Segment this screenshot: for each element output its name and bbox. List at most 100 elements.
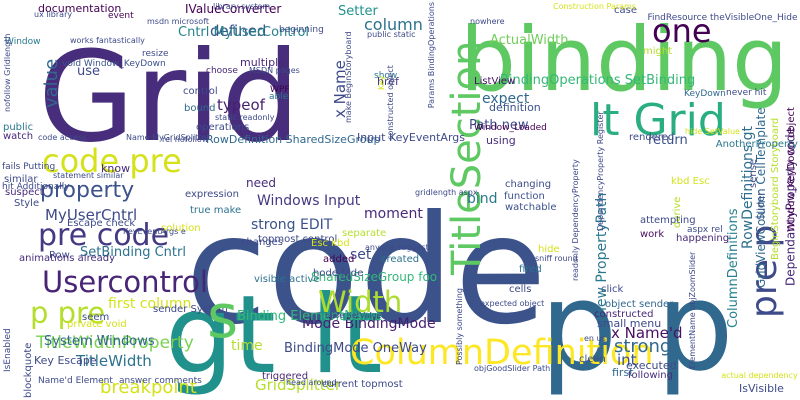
cloud-word-hide: hide [538,244,560,255]
cloud-word-gridsplitter: GridSplitter [255,376,342,394]
cloud-word-solution: solution [161,223,201,234]
cloud-word-void-window-keydown: void Window_KeyDown [62,59,166,69]
cloud-word-might: might [643,46,672,57]
cloud-word-msdn-pages: MSDN pages [249,66,300,75]
cloud-word-changes: changes [241,237,283,248]
cloud-word-separate: separate [342,228,386,239]
cloud-word-case: case [614,5,637,16]
cloud-word-topmost-control: topmost control [258,234,337,245]
cloud-word-using: using [486,134,516,147]
cloud-word-gridviewcolumn-celltemplate: GridViewColumn CellTemplate [754,107,768,288]
cloud-word-gt-lt: gt lt [165,273,383,398]
cloud-word-ux-library: ux library [34,10,72,19]
cloud-word-pre-code: pre code [38,218,169,253]
cloud-word-actualwidth: ActualWidth [490,33,569,48]
cloud-word-setbinding-cntrl: SetBinding Cntrl [80,245,186,260]
cloud-word-visible-active: visible active [254,274,320,285]
cloud-word-mode-bindingmode: Mode BindingMode [302,316,436,332]
cloud-word-code: code [185,184,547,358]
cloud-word-operations: operations [196,122,249,133]
cloud-word-sense: sense [748,159,759,188]
cloud-word-animations-already: animations already [19,253,115,264]
cloud-word-able: able [269,92,289,102]
cloud-word-bound: bound [184,103,216,114]
cloud-word-isenabled: IsEnabled [3,328,13,372]
cloud-word-defined: defined [210,22,266,40]
cloud-word-expression: expression [185,189,239,200]
cloud-word-rel-nofollow: rel nofollow [162,135,209,144]
cloud-word-click: click [601,284,624,295]
cloud-word-resize: resize [142,49,169,59]
cloud-word-kbd-esc: kbd Esc [671,176,710,187]
cloud-word-return: return [648,133,688,148]
cloud-word-window-loaded: Window_Loaded [474,123,547,133]
cloud-word-isvisible: IsVisible [739,382,784,395]
cloud-word-choose: choose [206,66,238,76]
cloud-word-multiple: multiple [240,56,285,69]
cloud-word-escape-check: Escape check [67,218,135,229]
cloud-word-findresource-thevisibleone-hide: FindResource theVisibleOne_Hide [647,13,798,23]
cloud-word-added: added [323,254,354,265]
cloud-word-rendered: rendered [629,132,674,143]
cloud-word-beginning: beginning [279,25,324,35]
cloud-word-actual-dependency: actual dependency [721,371,798,380]
cloud-word-use: use [77,64,100,79]
cloud-word-hide-setvalue: hide SetValue [685,127,740,136]
cloud-word-know: know [101,162,130,175]
cloud-word-control: control [183,86,218,97]
cloud-word-cells: cells [509,284,531,295]
cloud-word-cntrl-myusercontrol: Cntrl MyUserControl [178,25,309,40]
cloud-word-happening: happening [676,233,729,244]
cloud-word-system-windows: System Windows [44,334,155,349]
cloud-word-fired: fired [519,264,542,275]
cloud-word-esc-kbd: Esc kbd [311,238,350,249]
cloud-word-small-menu: small menu [597,317,661,330]
cloud-word-executed: executed [626,359,677,372]
cloud-word-function: function [504,191,545,202]
cloud-word-pre-p: pre p [744,225,785,318]
cloud-word-name-mygridsplitter: Name MyGridSplitter [126,133,210,142]
cloud-word-rowdefinition-sharedsizegroup: RowDefinition SharedSizeGroup [206,133,380,146]
cloud-word-input-keyeventargs: Input KeyEventArgs [357,131,465,144]
cloud-word-object-sender: object sender [605,299,674,310]
cloud-word-readonly-dependencyproperty: readonly DependencyProperty [571,159,580,281]
cloud-word-breakpoint: breakpoint [100,377,197,398]
cloud-word-first: first [612,366,634,379]
cloud-word-derive: derive [672,197,683,228]
cloud-word-moment: moment [364,206,423,222]
cloud-word-constructed-object: constructed object [386,65,395,140]
cloud-word-clean: clean [579,354,606,365]
cloud-word-value: value [41,59,62,108]
cloud-word-answer-comments: answer comments [119,376,202,386]
cloud-word-listview: ListView [474,76,515,87]
cloud-word-rowdefinitions-gt: RowDefinitions gt [740,125,756,249]
cloud-word-works-fantastically: works fantastically [70,36,145,45]
cloud-word-current-topmost: current topmost [322,379,403,390]
cloud-word-possibly-something: Possibly something [455,288,464,365]
cloud-word-width: Width [318,285,402,319]
cloud-word-static-readonly: static readonly [215,113,275,122]
cloud-word-anotherproperty: AnotherProperty [716,139,798,150]
cloud-word-columndefinition: ColumnDefinition [350,333,654,373]
cloud-word-constructed: constructed [594,309,653,320]
cloud-word-name-d-element: Name'd Element [38,376,113,386]
cloud-word-key: Key [377,75,386,90]
cloud-word-elementname-objzoomslider: ElementName objZoomSlider [688,251,697,369]
cloud-word-slider: Slider [756,191,767,220]
cloud-word-columndefinitions: ColumnDefinitions [726,208,741,328]
cloud-word-library-system: library system [213,2,270,11]
cloud-word-need: need [246,176,276,190]
cloud-word-dependancyproperty-code: DependancyProperty code [784,127,798,286]
cloud-word-msdn-microsoft: msdn microsoft [147,17,209,26]
cloud-word-ivalueconverter: IValueConverter [185,2,281,16]
cloud-word-href: href [377,75,400,88]
cloud-word-myusercntrl: MyUserCntrl [45,206,137,224]
cloud-word-sender-system: sender System [153,304,228,315]
cloud-word-expected-object: expected object [480,299,544,308]
cloud-word-aspx-rel: aspx rel [687,225,723,235]
cloud-word-objgoodslider-path: objGoodSlider Path [474,364,550,373]
cloud-word-one: one [652,12,712,50]
cloud-word-similar: similar [4,174,38,185]
cloud-word-windows-input: Windows Input [257,193,361,209]
